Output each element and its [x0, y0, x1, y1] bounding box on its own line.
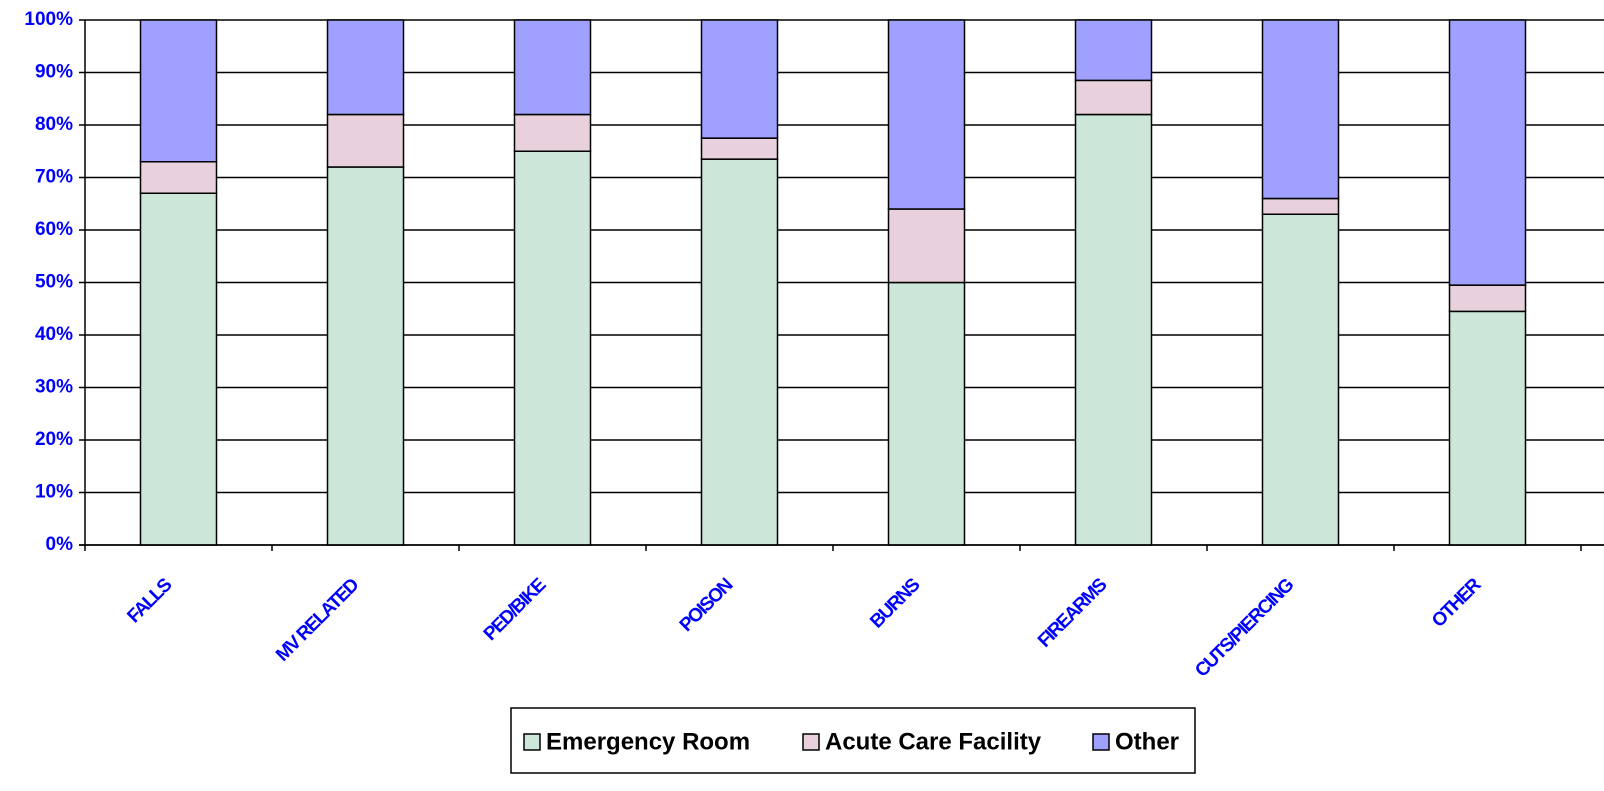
x-tick-label: FALLS — [123, 575, 176, 628]
bar-segment — [700, 137, 779, 160]
bar-segment — [513, 150, 592, 546]
bar-segment — [1448, 19, 1527, 286]
y-tick-label: 60% — [35, 219, 73, 240]
bar-segment — [700, 19, 779, 139]
y-tick-label: 30% — [35, 377, 73, 398]
x-tick-label: PED/BIKE — [480, 575, 550, 645]
bar-segment — [326, 19, 405, 116]
bar-segment — [1448, 310, 1527, 546]
y-tick-label: 20% — [35, 429, 73, 450]
bar-segment — [139, 161, 218, 194]
legend-swatch — [523, 733, 541, 751]
bar-segment — [1261, 197, 1340, 215]
x-tick-label: MV RELATED — [272, 575, 363, 666]
bar-segment — [887, 208, 966, 284]
bar-segment — [1074, 79, 1153, 116]
bar-segment — [700, 158, 779, 546]
bar-segment — [1261, 213, 1340, 546]
y-tick-label: 10% — [35, 482, 73, 503]
bar-segment — [1074, 113, 1153, 546]
bar-segment — [326, 113, 405, 168]
legend-label: Emergency Room — [546, 728, 750, 755]
bar-segment — [1448, 284, 1527, 313]
bar-segment — [513, 19, 592, 116]
y-tick-label: 40% — [35, 324, 73, 345]
bar-segment — [139, 19, 218, 163]
y-tick-label: 50% — [35, 272, 73, 293]
x-tick-label: FIREARMS — [1034, 575, 1111, 652]
bar-segment — [513, 113, 592, 152]
x-tick-label: BURNS — [866, 575, 924, 633]
bar-segment — [887, 19, 966, 210]
y-tick-label: 0% — [46, 534, 74, 555]
legend-label: Acute Care Facility — [825, 728, 1042, 755]
legend-label: Other — [1115, 728, 1179, 755]
bar-segment — [1074, 19, 1153, 82]
legend-swatch — [1092, 733, 1110, 751]
bar-segment — [139, 192, 218, 546]
y-tick-label: 70% — [35, 167, 73, 188]
y-tick-label: 80% — [35, 114, 73, 135]
y-tick-label: 90% — [35, 62, 73, 83]
bar-segment — [887, 281, 966, 546]
bar-segment — [326, 166, 405, 546]
x-tick-label: OTHER — [1428, 574, 1486, 632]
legend-swatch — [802, 733, 820, 751]
y-tick-label: 100% — [24, 9, 73, 30]
x-tick-label: POISON — [676, 575, 737, 636]
bar-segment — [1261, 19, 1340, 200]
x-tick-label: CUTS/PIERCING — [1191, 575, 1298, 682]
legend-box — [510, 707, 1196, 774]
